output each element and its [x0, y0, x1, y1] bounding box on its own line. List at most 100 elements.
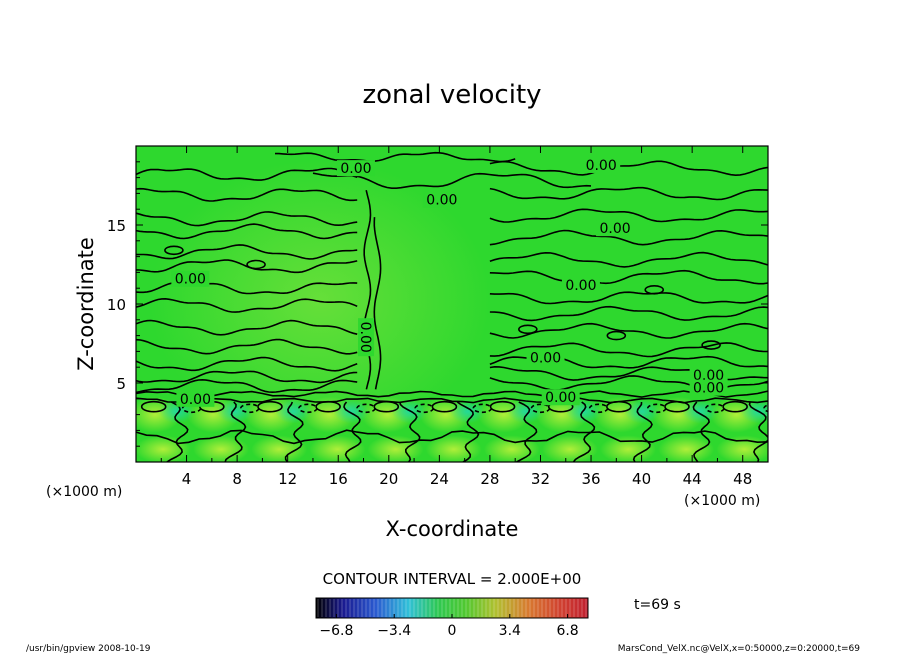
contour-interval-text: CONTOUR INTERVAL = 2.000E+00	[323, 570, 582, 588]
contour-line	[136, 259, 358, 274]
y-axis-label: Z-coordinate	[74, 237, 98, 371]
contour-line	[489, 251, 768, 268]
footer-right: MarsCond_VelX.nc@VelX,x=0:50000,z=0:2000…	[618, 644, 861, 654]
heatmap-patch-negative	[507, 399, 544, 424]
footer-left: /usr/bin/gpview 2008-10-19	[26, 644, 151, 654]
x-tick-label: 12	[278, 470, 297, 488]
plot-area: 0.00 0.00 0.00 0.00 0.00 0.00 0.00 0.00 0.00 0.00…	[136, 146, 768, 462]
contour-label-bg	[336, 160, 375, 177]
x-tick-label: 40	[632, 470, 651, 488]
x-tick-label: 4	[182, 470, 192, 488]
x-axis: 4 8 12 16 20 24 28 32 36 40 44 48	[160, 146, 752, 488]
x-tick-label: 8	[232, 470, 242, 488]
contour-label-bg	[689, 379, 728, 396]
contour-label: 0.00	[689, 379, 728, 397]
colorbar-tick-label: 0	[448, 623, 457, 639]
contour-line	[489, 291, 768, 305]
contour-lines	[136, 151, 768, 462]
heatmap-patch-negative	[624, 399, 661, 424]
x-tick-label: 24	[430, 470, 449, 488]
contour-label-bg	[171, 270, 210, 287]
contour-label-text: 0.00	[180, 392, 211, 408]
heatmap-patch-negative	[449, 399, 486, 424]
contour-label-text: 0.00	[586, 158, 617, 174]
contour-label: 0.00	[176, 390, 215, 408]
contour-line	[373, 217, 382, 390]
contour-label-text: 0.00	[565, 278, 596, 294]
heatmap-patch-negative	[565, 399, 602, 424]
contour-loop	[664, 400, 690, 413]
contour-label: 0.00	[171, 270, 210, 288]
contour-line	[136, 211, 358, 227]
contour-label-text: 0.00	[599, 221, 630, 237]
contour-loop	[722, 400, 748, 413]
chart-title: zonal velocity	[362, 80, 541, 110]
contour-loop	[246, 259, 266, 270]
contour-labels: 0.00 0.00 0.00 0.00 0.00 0.00 0.00 0.00 0.00 0.00…	[171, 156, 728, 408]
contour-label-text: 0.00	[693, 381, 724, 397]
contour-line	[489, 305, 768, 322]
contour-line	[632, 401, 653, 462]
contour-line	[312, 172, 592, 189]
colorbar-tick-label: −6.8	[319, 623, 353, 639]
colorbar-tick-label: 3.4	[499, 623, 521, 639]
contour-line	[136, 319, 358, 336]
colorbar-tick-label: 6.8	[556, 623, 578, 639]
contour-label: 0.00	[596, 220, 635, 237]
x-tick-label: 36	[581, 470, 600, 488]
contour-line	[136, 378, 358, 394]
heatmap-patch-positive	[483, 435, 540, 462]
y-axis: 5 10 15	[107, 161, 768, 447]
contour-line	[136, 356, 358, 372]
heatmap-patch-negative	[682, 399, 719, 424]
x-tick-label: 28	[480, 470, 499, 488]
x-tick-label: 20	[379, 470, 398, 488]
x-axis-unit-right: (×1000 m)	[684, 493, 760, 509]
colorbar: −6.8 −3.4 0 3.4 6.8	[315, 597, 589, 639]
contour-loop	[431, 400, 458, 413]
contour-line	[136, 370, 358, 384]
contour-loop	[644, 284, 665, 295]
x-tick-label: 32	[531, 470, 550, 488]
contour-line	[456, 401, 480, 462]
x-axis-unit-left: (×1000 m)	[46, 484, 122, 500]
heatmap-patch-positive	[309, 435, 366, 462]
contour-loop	[257, 400, 283, 413]
contour-label-bg	[541, 389, 580, 406]
heatmap-patch-positive	[136, 435, 191, 462]
contour-line	[489, 269, 768, 285]
contour-line	[748, 401, 768, 462]
contour-label-bg	[582, 156, 621, 173]
contour-label-text: 0.00	[357, 322, 373, 353]
contour-line	[136, 167, 358, 181]
contour-label-bg	[422, 191, 461, 208]
contour-label: 0.00	[561, 277, 600, 294]
heatmap-patch-negative	[333, 399, 370, 424]
heatmap-patch-positive	[716, 435, 768, 462]
contour-line	[136, 187, 358, 202]
contour-line	[136, 397, 768, 404]
y-tick-label: 15	[107, 217, 126, 235]
contour-line	[136, 390, 768, 398]
contour-label-bg	[526, 349, 565, 366]
contour-loop	[518, 324, 538, 335]
contour-line	[516, 401, 538, 462]
contour-label-bg	[689, 367, 728, 384]
contour-loop	[701, 340, 721, 350]
x-tick-label: 16	[329, 470, 348, 488]
contour-loop	[373, 400, 400, 413]
contour-label-text: 0.00	[545, 390, 576, 406]
contour-loop	[606, 400, 632, 413]
contour-label-bg	[561, 277, 600, 294]
contour-label: 0.00	[357, 318, 375, 357]
colorbar-ticks: −6.8 −3.4 0 3.4 6.8	[319, 614, 579, 639]
contour-loop	[164, 245, 184, 256]
contour-label-bg	[176, 390, 215, 407]
contour-line	[489, 229, 768, 246]
heatmap-region-light	[150, 160, 490, 440]
heatmap-patch-positive	[600, 435, 657, 462]
heatmap-patch-positive	[367, 435, 424, 462]
contour-label-bg	[596, 220, 635, 237]
contour-line	[136, 223, 358, 240]
